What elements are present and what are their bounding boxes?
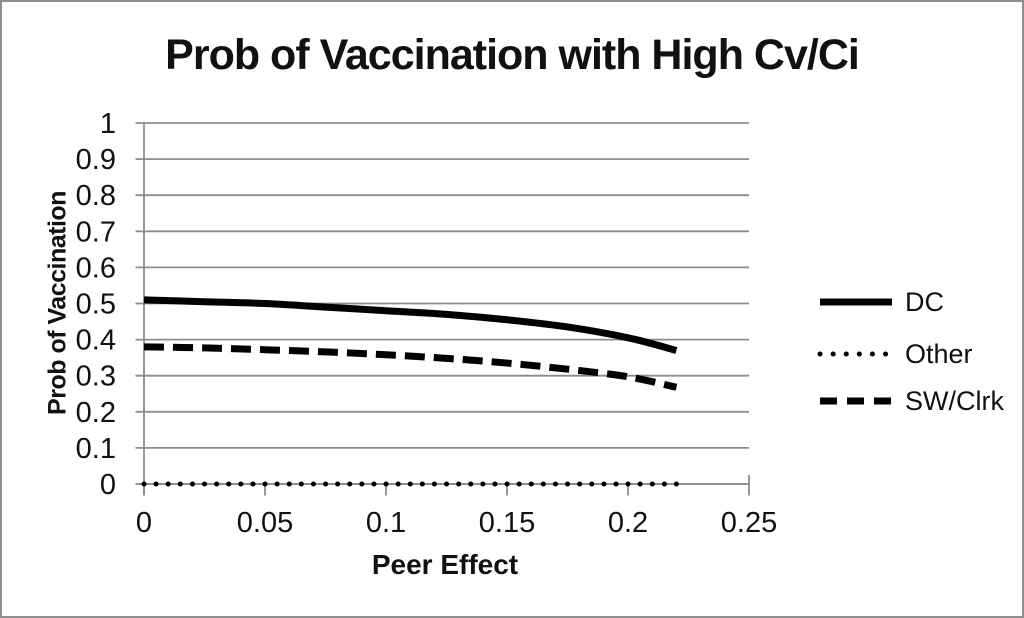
y-tick-label: 0.1 — [76, 433, 116, 465]
y-tick-label: 0.8 — [76, 180, 116, 212]
x-tick-label: 0.05 — [237, 507, 293, 539]
y-tick-label: 0.7 — [76, 216, 116, 248]
x-tick-label: 0.25 — [721, 507, 777, 539]
y-axis-title: Prob of Vaccination — [43, 191, 72, 415]
y-tick-label: 0.2 — [76, 397, 116, 429]
y-tick-label: 0 — [100, 469, 116, 501]
y-tick-label: 0.5 — [76, 289, 116, 321]
chart-title: Prob of Vaccination with High Cv/Ci — [165, 31, 860, 79]
y-tick-label: 0.3 — [76, 361, 116, 393]
y-tick-labels: 0 0.1 0.2 0.3 0.4 0.5 0.6 0.7 0.8 0.9 1 — [76, 108, 116, 501]
x-tick-labels: 0 0.05 0.1 0.15 0.2 0.25 — [136, 507, 777, 539]
series-line-0 — [143, 296, 678, 354]
axes — [135, 123, 750, 496]
x-axis-title: Peer Effect — [371, 549, 519, 580]
x-tick-label: 0 — [136, 507, 152, 539]
x-tick-label: 0.15 — [479, 507, 535, 539]
x-tick-label: 0.2 — [608, 507, 648, 539]
x-tick-label: 0.1 — [366, 507, 406, 539]
series-line-2 — [143, 343, 678, 391]
y-tick-label: 1 — [100, 108, 116, 140]
y-tick-label: 0.4 — [76, 325, 116, 357]
y-tick-label: 0.6 — [76, 252, 116, 284]
y-tick-label: 0.9 — [76, 144, 116, 176]
